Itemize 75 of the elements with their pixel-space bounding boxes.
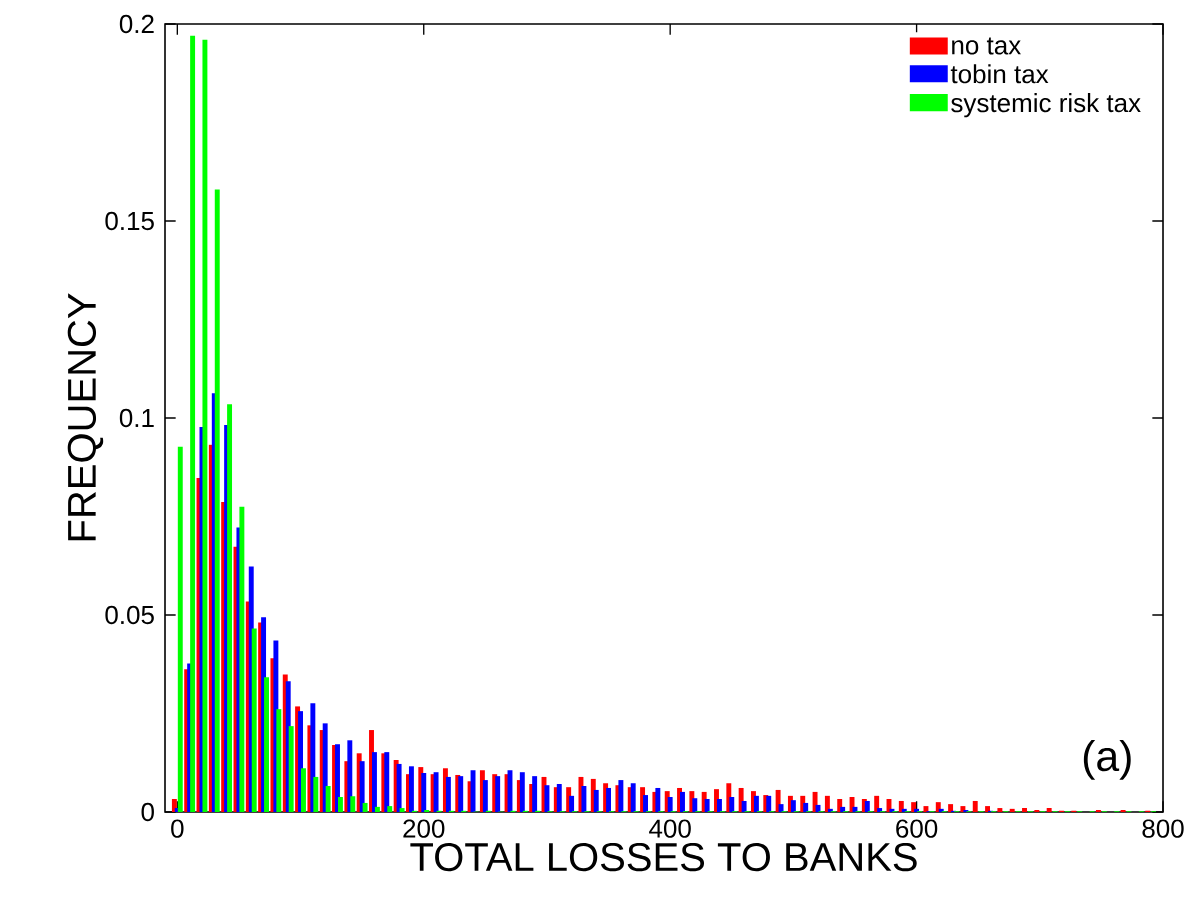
- bar: [704, 799, 710, 812]
- bar: [288, 726, 294, 812]
- y-tick-label: 0.1: [119, 408, 154, 428]
- bar: [519, 772, 525, 812]
- y-tick-label: 0.05: [105, 605, 154, 625]
- x-tick-label: 0: [171, 819, 184, 838]
- legend-label: no tax: [952, 37, 1021, 55]
- bar: [630, 783, 636, 812]
- bar: [972, 800, 978, 812]
- bar: [824, 795, 830, 812]
- legend-label: tobin tax: [950, 64, 1049, 84]
- bar: [276, 709, 282, 812]
- bar: [264, 677, 269, 812]
- bar: [347, 740, 353, 812]
- bar: [359, 761, 365, 812]
- bar: [716, 799, 722, 812]
- legend-label: systemic risk tax: [951, 93, 1141, 118]
- bar: [337, 797, 343, 812]
- y-tick-label: 0.15: [105, 211, 154, 231]
- bar: [227, 404, 233, 812]
- bar: [251, 628, 257, 812]
- bar: [985, 806, 991, 812]
- bar: [581, 786, 587, 812]
- bar: [680, 791, 685, 812]
- bar: [239, 506, 245, 812]
- bar: [214, 189, 220, 812]
- x-tick-label: 400: [649, 819, 691, 838]
- bar: [803, 802, 809, 812]
- bar: [445, 776, 451, 812]
- bar: [177, 446, 183, 812]
- x-tick-label: 800: [1142, 819, 1184, 838]
- bar: [692, 798, 698, 812]
- bar: [790, 800, 796, 812]
- bar: [301, 768, 306, 812]
- bar: [399, 808, 405, 812]
- bar: [778, 804, 784, 812]
- bar: [372, 752, 377, 812]
- bar: [569, 795, 575, 812]
- bar: [532, 776, 538, 812]
- x-tick-label: 200: [403, 819, 445, 838]
- bar: [190, 35, 196, 812]
- bar: [313, 776, 319, 812]
- annotation: (a): [1083, 739, 1131, 780]
- bar: [202, 39, 208, 812]
- bar: [840, 806, 846, 812]
- y-axis-title: FREQUENCY: [67, 293, 104, 541]
- bar: [667, 797, 673, 812]
- bar: [997, 808, 1003, 812]
- bar: [741, 800, 747, 812]
- bar: [606, 787, 612, 812]
- x-tick-label: 600: [896, 819, 938, 838]
- bar: [350, 796, 356, 812]
- bar: [948, 804, 954, 812]
- bar: [655, 787, 661, 812]
- bar: [362, 802, 368, 812]
- bar: [618, 780, 624, 812]
- bar: [923, 806, 929, 812]
- bar: [593, 789, 599, 812]
- bar: [1009, 808, 1015, 812]
- x-axis-title: TOTAL LOSSES TO BANKS: [410, 842, 917, 872]
- y-tick-label: 0: [141, 802, 154, 822]
- bar: [482, 780, 488, 812]
- bar: [387, 806, 393, 812]
- y-tick-label: 0.2: [119, 14, 154, 34]
- bar: [1046, 808, 1052, 812]
- bar: [729, 797, 735, 812]
- bar: [544, 785, 550, 812]
- bar: [1022, 808, 1027, 812]
- bar: [408, 766, 414, 812]
- bar: [325, 786, 331, 812]
- bar: [874, 795, 880, 812]
- bar: [643, 795, 648, 812]
- bar: [374, 806, 380, 812]
- bar: [421, 772, 427, 812]
- bar: [753, 795, 759, 812]
